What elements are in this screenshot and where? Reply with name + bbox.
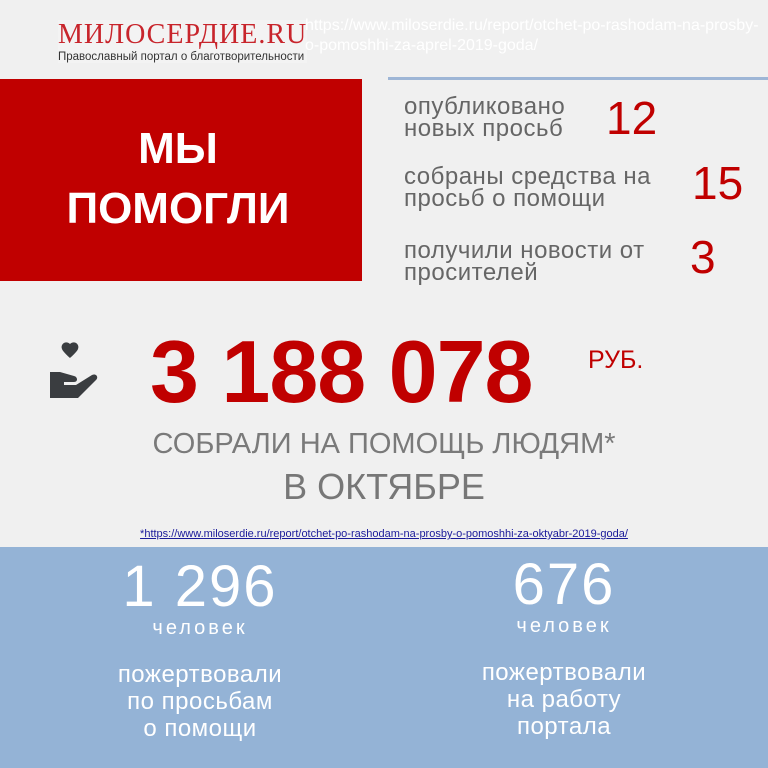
donor-desc: пожертвовали на работу портала <box>372 659 756 740</box>
divider <box>388 77 768 80</box>
headline-line2: ПОМОГЛИ <box>66 184 290 233</box>
currency: РУБ. <box>588 346 644 374</box>
total-period: В ОКТЯБРЕ <box>283 466 485 507</box>
donor-unit: человек <box>516 615 612 637</box>
logo-subtitle: Православный портал о благотворительност… <box>58 51 305 63</box>
stat-label: новых просьб <box>404 115 564 142</box>
ghost-url: https://www.miloserdie.ru/report/otchet-… <box>305 17 759 54</box>
stat-label: просьб о помощи <box>404 185 606 212</box>
desc-line: по просьбам <box>127 688 273 715</box>
total-amount: 3 188 078 <box>150 322 533 421</box>
stat-label: собраны средства на <box>404 163 651 190</box>
stat-label: опубликовано <box>404 93 566 120</box>
stat-funded: собраны средства на просьб о помощи <box>404 163 651 212</box>
logo: МИЛОСЕРДИЕ.RU Православный портал о благ… <box>58 19 308 63</box>
desc-line: пожертвовали <box>481 659 647 686</box>
stat-value: 15 <box>692 157 744 209</box>
stat-value: 12 <box>606 92 658 144</box>
donors-portal: 676 человек пожертвовали на работу порта… <box>372 552 756 741</box>
donor-count: 1 296 <box>122 554 278 619</box>
stat-requests: опубликовано новых просьб <box>404 93 566 142</box>
stat-label: просителей <box>404 259 539 286</box>
desc-line: о помощи <box>143 715 257 742</box>
donor-unit: человек <box>152 617 248 639</box>
footnote-link[interactable]: *https://www.miloserdie.ru/report/otchet… <box>140 528 628 540</box>
stat-value: 3 <box>690 231 716 283</box>
stat-label: получили новости от <box>404 237 645 264</box>
donors-requests: 1 296 человек пожертвовали по просьбам о… <box>8 554 392 743</box>
logo-title: МИЛОСЕРДИЕ.RU <box>58 19 308 50</box>
total-caption: СОБРАЛИ НА ПОМОЩЬ ЛЮДЯМ* <box>152 428 616 460</box>
desc-line: пожертвовали <box>117 661 283 688</box>
headline-box: МЫ ПОМОГЛИ <box>0 79 362 281</box>
desc-line: портала <box>516 713 612 740</box>
headline-line1: МЫ <box>138 124 218 173</box>
donor-desc: пожертвовали по просьбам о помощи <box>8 661 392 742</box>
stat-news: получили новости от просителей <box>404 237 645 286</box>
desc-line: на работу <box>506 686 622 713</box>
donors-panel: 1 296 человек пожертвовали по просьбам о… <box>0 547 768 768</box>
donor-count: 676 <box>512 552 616 617</box>
hand-heart-icon <box>48 340 112 406</box>
